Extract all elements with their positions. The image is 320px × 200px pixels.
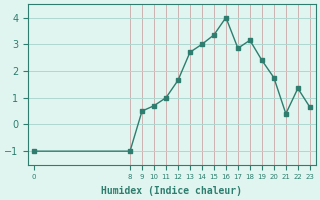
X-axis label: Humidex (Indice chaleur): Humidex (Indice chaleur) <box>101 186 243 196</box>
